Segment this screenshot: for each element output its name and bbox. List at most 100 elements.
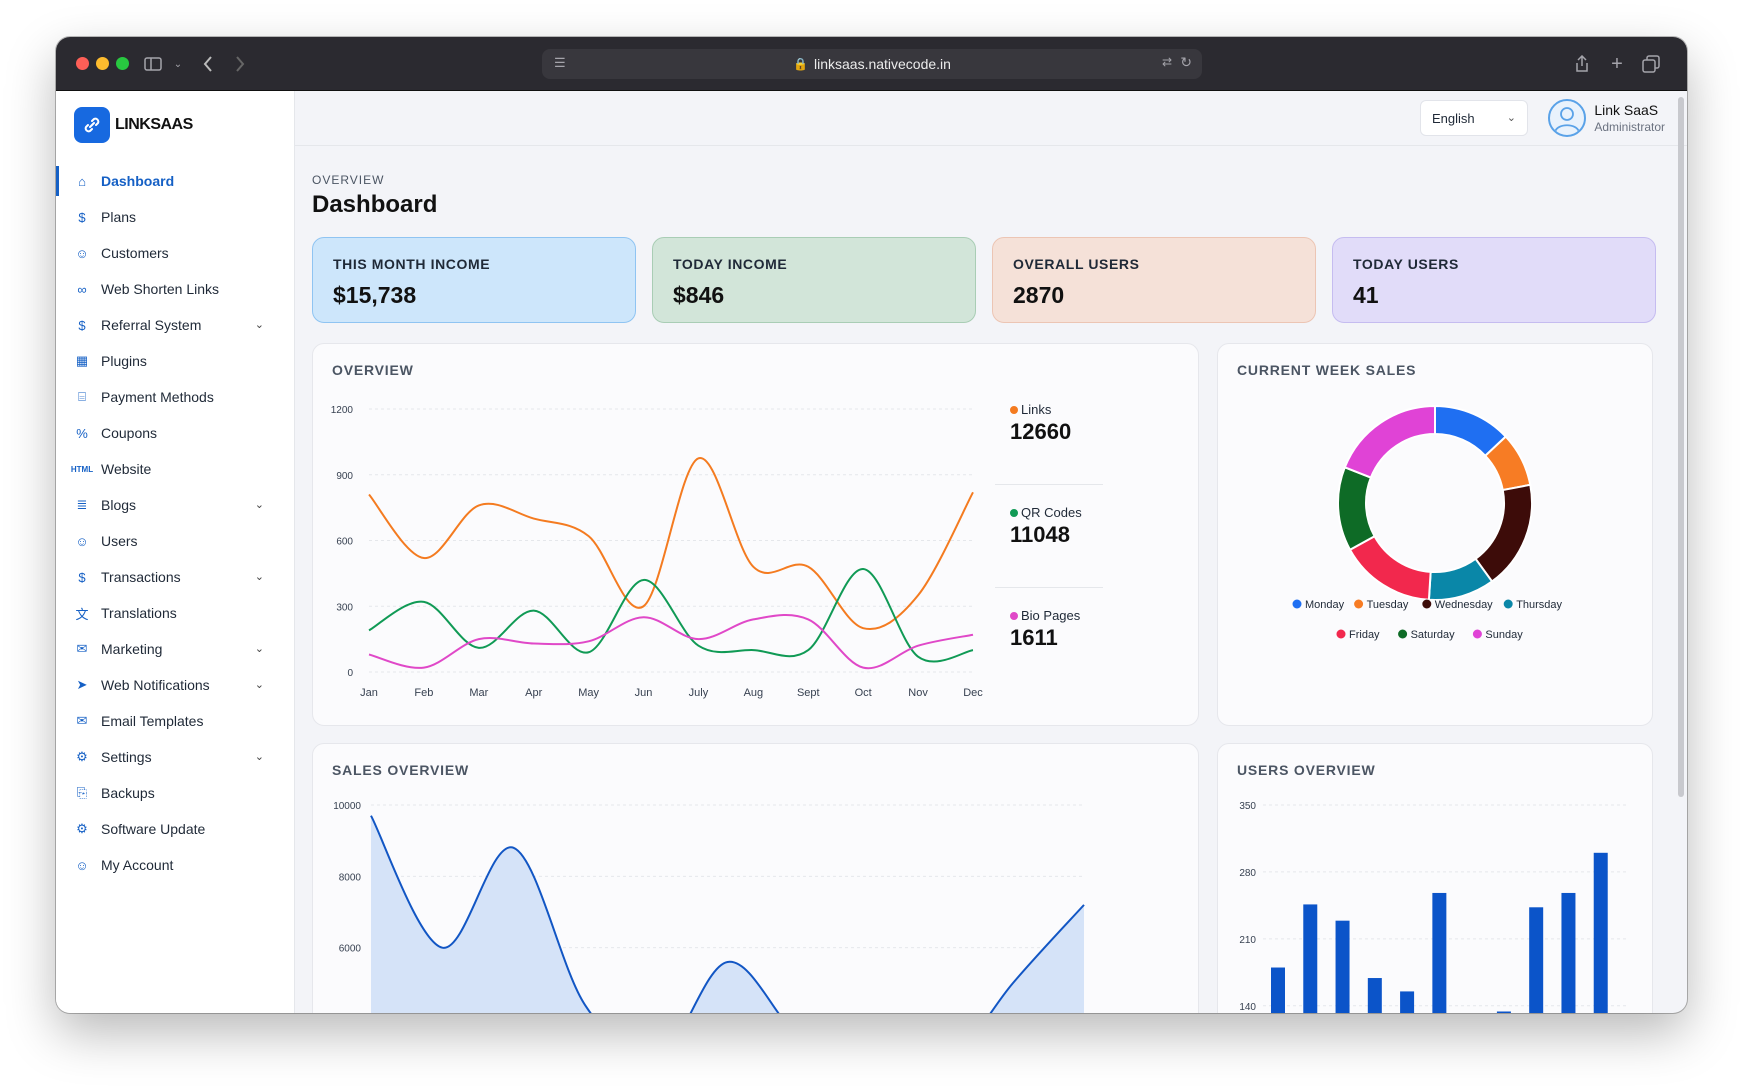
bar[interactable]	[1271, 967, 1285, 1013]
bar[interactable]	[1496, 1011, 1511, 1013]
sidebar-item-web-shorten-links[interactable]: ∞ Web Shorten Links	[56, 271, 294, 307]
bar[interactable]	[1529, 907, 1544, 1013]
dollar-circle-icon: $	[78, 209, 86, 225]
zoom-window-button[interactable]	[116, 57, 129, 70]
forward-icon[interactable]	[228, 52, 252, 76]
legend-label[interactable]: Monday	[1305, 599, 1345, 611]
sidebar-nav: ⌂ Dashboard $ Plans ☺ Customers ∞ Web Shorten L…	[56, 163, 294, 883]
sidebar-item-label: Marketing	[101, 641, 163, 657]
user-icon: ☺	[75, 857, 89, 873]
legend-item[interactable]: Links 12660	[1010, 402, 1071, 445]
sidebar-item-transactions[interactable]: $ Transactions ⌄	[56, 559, 294, 595]
chevron-down-icon[interactable]: ⌄	[173, 58, 183, 70]
sidebar-item-label: Email Templates	[101, 713, 204, 729]
legend-item[interactable]: QR Codes 11048	[1010, 505, 1082, 548]
slice-sunday[interactable]	[1343, 404, 1436, 479]
x-tick-label: July	[689, 687, 709, 699]
sidebar-item-email-templates[interactable]: ✉ Email Templates	[56, 703, 294, 739]
panel-title: SALES OVERVIEW	[332, 762, 469, 778]
panel-title: USERS OVERVIEW	[1237, 762, 1376, 778]
sidebar-item-marketing[interactable]: ✉ Marketing ⌄	[56, 631, 294, 667]
chevron-down-icon[interactable]: ⌄	[254, 571, 264, 583]
chevron-down-icon[interactable]: ⌄	[254, 319, 264, 331]
minimize-window-button[interactable]	[96, 57, 109, 70]
language-select[interactable]: English ⌄	[1420, 100, 1528, 136]
stat-label: TODAY USERS	[1353, 256, 1459, 272]
slice-wednesday[interactable]	[1474, 483, 1533, 583]
sidebar-item-blogs[interactable]: ≣ Blogs ⌄	[56, 487, 294, 523]
sidebar: LINKSAAS ⌂ Dashboard $ Plans ☺ Customers ∞ Web …	[56, 91, 295, 1013]
legend-dot	[1336, 629, 1346, 639]
legend-label[interactable]: Friday	[1349, 629, 1380, 641]
html-icon: HTML	[70, 464, 94, 474]
chevron-down-icon[interactable]: ⌄	[254, 643, 264, 655]
user-menu[interactable]: Link SaaS Administrator	[1548, 99, 1665, 137]
bar[interactable]	[1593, 852, 1608, 1013]
stat-value: $846	[673, 282, 725, 308]
sidebar-item-label: Plugins	[101, 353, 147, 369]
page-menu-icon[interactable]: ☰	[554, 55, 566, 70]
bar[interactable]	[1400, 991, 1415, 1013]
slice-saturday[interactable]	[1337, 465, 1376, 552]
back-icon[interactable]	[196, 52, 220, 76]
y-tick-label: 280	[1239, 868, 1256, 879]
legend-label[interactable]: Thursday	[1516, 599, 1562, 611]
legend-label[interactable]: Wednesday	[1435, 599, 1493, 611]
brand-logo[interactable]: LINKSAAS	[74, 107, 193, 143]
slice-friday[interactable]	[1348, 534, 1432, 601]
sidebar-item-referral-system[interactable]: $ Referral System ⌄	[56, 307, 294, 343]
legend-label: Bio Pages	[1021, 608, 1081, 623]
sidebar-item-my-account[interactable]: ☺ My Account	[56, 847, 294, 883]
sidebar-item-label: Web Notifications	[101, 677, 210, 693]
sidebar-item-backups[interactable]: ⎘ Backups	[56, 775, 294, 811]
legend-label[interactable]: Saturday	[1411, 629, 1456, 641]
x-tick-label: May	[578, 687, 599, 699]
stat-card: TODAY USERS 41	[1332, 237, 1656, 323]
sidebar-item-website[interactable]: HTML Website	[56, 451, 294, 487]
sidebar-item-software-update[interactable]: ⚙ Software Update	[56, 811, 294, 847]
new-tab-icon[interactable]: +	[1611, 52, 1623, 75]
legend-dot	[1398, 629, 1408, 639]
sidebar-item-plugins[interactable]: ▦ Plugins	[56, 343, 294, 379]
sidebar-item-customers[interactable]: ☺ Customers	[56, 235, 294, 271]
coupon-icon: %	[76, 425, 88, 441]
bar[interactable]	[1303, 904, 1318, 1013]
sidebar-item-settings[interactable]: ⚙ Settings ⌄	[56, 739, 294, 775]
bar[interactable]	[1432, 892, 1447, 1013]
receipt-icon: $	[78, 569, 86, 585]
browser-window: ⌄ 🔒 linksaas.nativecode.in ☰ ⇄ ↻ +	[56, 37, 1687, 1013]
legend-item[interactable]: Bio Pages 1611	[1010, 608, 1080, 651]
legend-dot	[1010, 509, 1018, 517]
x-tick-label: Feb	[414, 687, 433, 699]
sidebar-item-web-notifications[interactable]: ➤ Web Notifications ⌄	[56, 667, 294, 703]
sidebar-item-translations[interactable]: 文 Translations	[56, 595, 294, 631]
chevron-down-icon[interactable]: ⌄	[254, 751, 264, 763]
bar[interactable]	[1367, 978, 1382, 1013]
bar[interactable]	[1561, 892, 1576, 1013]
bar[interactable]	[1335, 920, 1350, 1013]
legend-label[interactable]: Sunday	[1485, 629, 1523, 641]
stat-card: TODAY INCOME $846	[652, 237, 976, 323]
overview-panel: OVERVIEW 0 300 600 900 1200 Jan Feb Mar Apr May Ju…	[312, 343, 1199, 726]
legend-total: 1611	[1010, 625, 1058, 650]
sidebar-item-payment-methods[interactable]: ⌸ Payment Methods	[56, 379, 294, 415]
sidebar-item-dashboard[interactable]: ⌂ Dashboard	[56, 163, 294, 199]
sidebar-item-label: Plans	[101, 209, 137, 225]
chevron-down-icon[interactable]: ⌄	[254, 679, 264, 691]
legend-label[interactable]: Tuesday	[1367, 599, 1409, 611]
reload-icon[interactable]: ↻	[1180, 54, 1192, 70]
series-line-bio-pages	[368, 614, 974, 670]
y-tick-label: 6000	[339, 944, 362, 955]
sidebar-item-plans[interactable]: $ Plans	[56, 199, 294, 235]
translate-icon[interactable]: ⇄	[1161, 55, 1172, 69]
sidebar-item-coupons[interactable]: % Coupons	[56, 415, 294, 451]
chevron-down-icon[interactable]: ⌄	[254, 499, 264, 511]
panel-title: OVERVIEW	[332, 362, 414, 378]
sidebar-toggle-icon[interactable]	[141, 52, 165, 76]
scrollbar[interactable]	[1678, 97, 1684, 797]
share-icon[interactable]	[1570, 52, 1594, 76]
close-window-button[interactable]	[76, 57, 89, 70]
address-bar[interactable]: 🔒 linksaas.nativecode.in ☰ ⇄ ↻	[542, 49, 1202, 79]
sidebar-item-users[interactable]: ☺ Users	[56, 523, 294, 559]
tabs-overview-icon[interactable]	[1639, 52, 1663, 76]
